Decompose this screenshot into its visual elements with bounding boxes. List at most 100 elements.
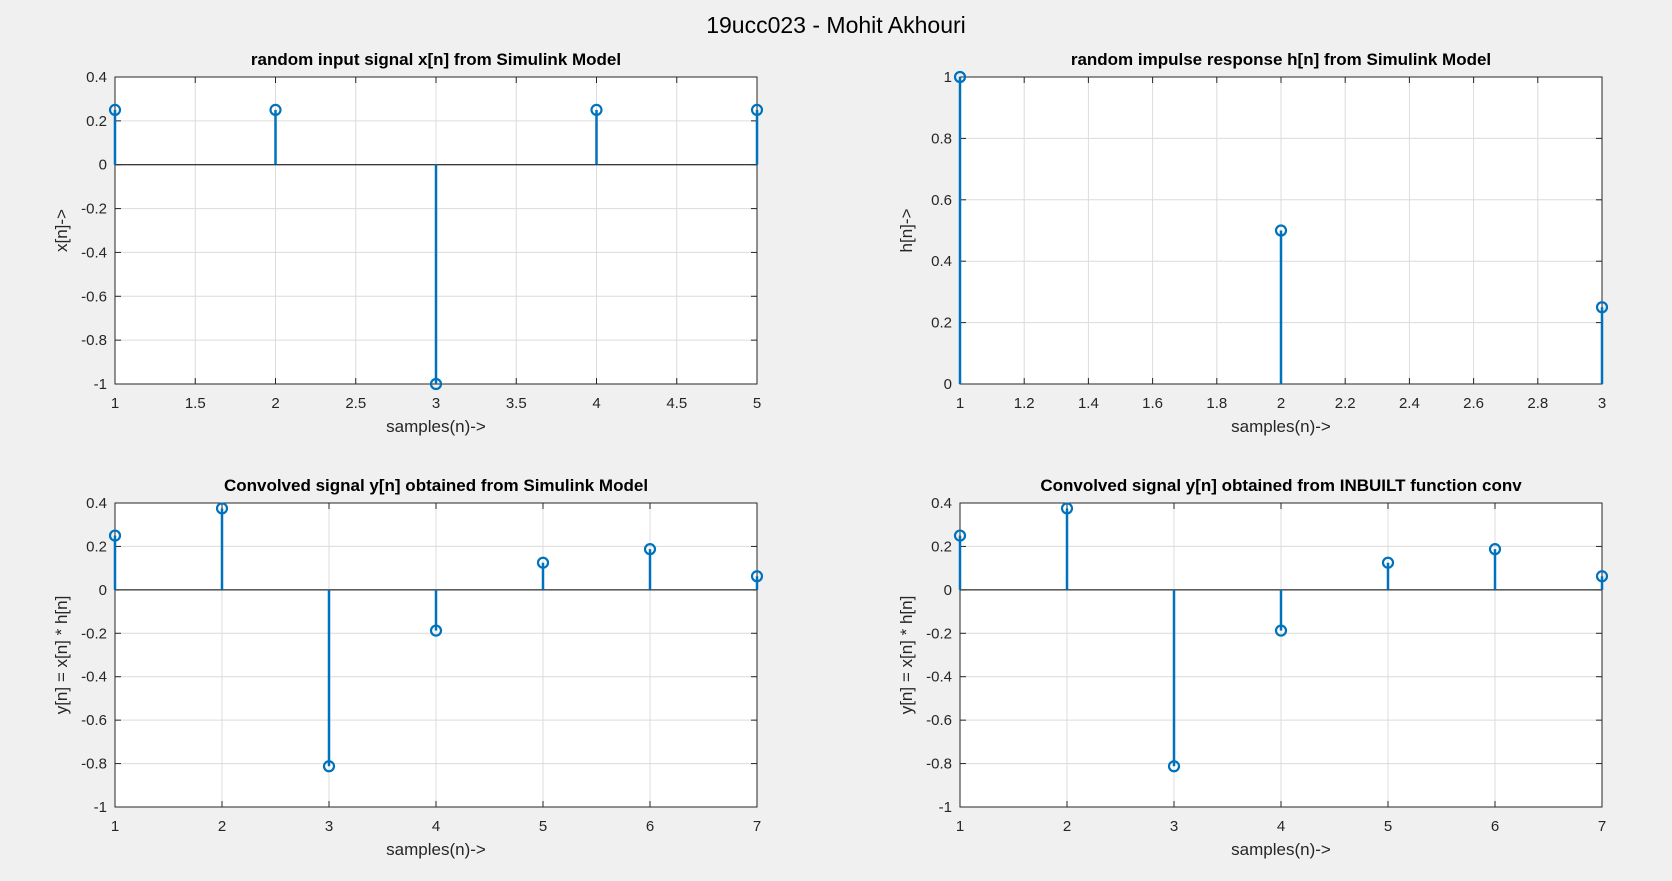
y-tick-label: -0.8 — [926, 756, 952, 773]
subplot-title: random input signal x[n] from Simulink M… — [251, 50, 621, 69]
y-tick-label: 1 — [944, 69, 952, 86]
x-tick-label: 4.5 — [666, 395, 687, 412]
y-tick-label: 0 — [99, 582, 107, 599]
x-tick-label: 1 — [111, 395, 119, 412]
y-tick-label: -0.8 — [81, 756, 107, 773]
x-tick-label: 3 — [1598, 395, 1606, 412]
stem-marker — [643, 543, 657, 556]
y-tick-label: 0.4 — [931, 253, 952, 270]
stem-marker — [215, 502, 229, 515]
y-tick-label: -0.2 — [81, 201, 107, 218]
x-tick-label: 3 — [1170, 818, 1178, 835]
x-axis-label: samples(n)-> — [1231, 417, 1331, 436]
stem-marker — [1595, 301, 1609, 314]
y-tick-label: -1 — [94, 376, 107, 393]
x-tick-label: 5 — [1384, 818, 1392, 835]
x-tick-label: 2 — [1277, 395, 1285, 412]
x-tick-label: 5 — [753, 395, 761, 412]
x-tick-label: 5 — [539, 818, 547, 835]
x-tick-label: 4 — [432, 818, 440, 835]
stem-marker — [590, 103, 603, 116]
stem-marker — [108, 529, 122, 542]
y-tick-label: -0.6 — [81, 712, 107, 729]
stem-marker — [269, 103, 282, 116]
x-tick-label: 1.4 — [1078, 395, 1099, 412]
stem-marker — [108, 103, 122, 116]
x-axis-label: samples(n)-> — [386, 417, 486, 436]
stem-marker — [1167, 760, 1181, 773]
subplot-title: Convolved signal y[n] obtained from INBU… — [1040, 476, 1522, 495]
y-tick-label: -0.6 — [926, 712, 952, 729]
y-tick-label: -0.4 — [926, 669, 952, 686]
y-axis-label: y[n] = x[n] * h[n] — [897, 596, 916, 715]
figure-title: 19ucc023 - Mohit Akhouri — [706, 12, 966, 38]
y-tick-label: 0 — [944, 376, 952, 393]
y-tick-label: -0.4 — [81, 244, 107, 261]
y-tick-label: 0.2 — [86, 538, 107, 555]
y-tick-label: -0.2 — [926, 625, 952, 642]
x-tick-label: 6 — [1491, 818, 1499, 835]
x-tick-label: 3 — [325, 818, 333, 835]
x-tick-label: 2.8 — [1527, 395, 1548, 412]
x-tick-label: 3.5 — [506, 395, 527, 412]
stem-marker — [750, 570, 764, 583]
x-tick-label: 1.5 — [185, 395, 206, 412]
x-tick-label: 1.8 — [1206, 395, 1227, 412]
y-tick-label: 0.2 — [86, 113, 107, 130]
stem-marker — [1381, 556, 1395, 569]
x-tick-label: 7 — [753, 818, 761, 835]
y-tick-label: 0.8 — [931, 130, 952, 147]
x-tick-label: 2 — [1063, 818, 1071, 835]
stem-marker — [953, 70, 967, 84]
x-tick-label: 1 — [111, 818, 119, 835]
y-tick-label: -0.2 — [81, 625, 107, 642]
stem-marker — [1595, 570, 1609, 583]
stem-marker — [429, 624, 443, 637]
x-tick-label: 4 — [592, 395, 600, 412]
stem-marker — [1274, 624, 1288, 637]
stem-marker — [322, 760, 336, 773]
y-tick-label: 0.6 — [931, 192, 952, 209]
subplot-title: random impulse response h[n] from Simuli… — [1071, 50, 1491, 69]
x-tick-label: 1.6 — [1142, 395, 1163, 412]
subplot-title: Convolved signal y[n] obtained from Simu… — [224, 476, 648, 495]
stem-marker — [953, 529, 967, 542]
y-tick-label: 0.4 — [931, 495, 952, 512]
x-axis-label: samples(n)-> — [1231, 840, 1331, 859]
x-tick-label: 2.2 — [1335, 395, 1356, 412]
stem-marker — [429, 377, 443, 391]
y-tick-label: 0.4 — [86, 495, 107, 512]
y-axis-label: y[n] = x[n] * h[n] — [52, 596, 71, 715]
x-tick-label: 1.2 — [1014, 395, 1035, 412]
x-tick-label: 2 — [271, 395, 279, 412]
stem-marker — [1488, 543, 1502, 556]
x-tick-label: 1 — [956, 818, 964, 835]
y-tick-label: -1 — [939, 799, 952, 816]
y-tick-label: 0 — [99, 157, 107, 174]
x-tick-label: 6 — [646, 818, 654, 835]
x-tick-label: 7 — [1598, 818, 1606, 835]
x-tick-label: 2.4 — [1399, 395, 1420, 412]
y-axis-label: h[n]-> — [897, 208, 916, 252]
stem-marker — [1060, 502, 1074, 515]
y-tick-label: -1 — [94, 799, 107, 816]
x-tick-label: 2 — [218, 818, 226, 835]
y-tick-label: 0.2 — [931, 538, 952, 555]
y-tick-label: -0.8 — [81, 332, 107, 349]
x-tick-label: 1 — [956, 395, 964, 412]
y-tick-label: 0.2 — [931, 315, 952, 332]
y-tick-label: 0 — [944, 582, 952, 599]
stem-marker — [1274, 224, 1288, 237]
x-tick-label: 2.5 — [345, 395, 366, 412]
x-axis-label: samples(n)-> — [386, 840, 486, 859]
y-tick-label: -0.4 — [81, 669, 107, 686]
x-tick-label: 2.6 — [1463, 395, 1484, 412]
y-tick-label: -0.6 — [81, 288, 107, 305]
stem-marker — [536, 556, 550, 569]
y-axis-label: x[n]-> — [52, 209, 71, 252]
